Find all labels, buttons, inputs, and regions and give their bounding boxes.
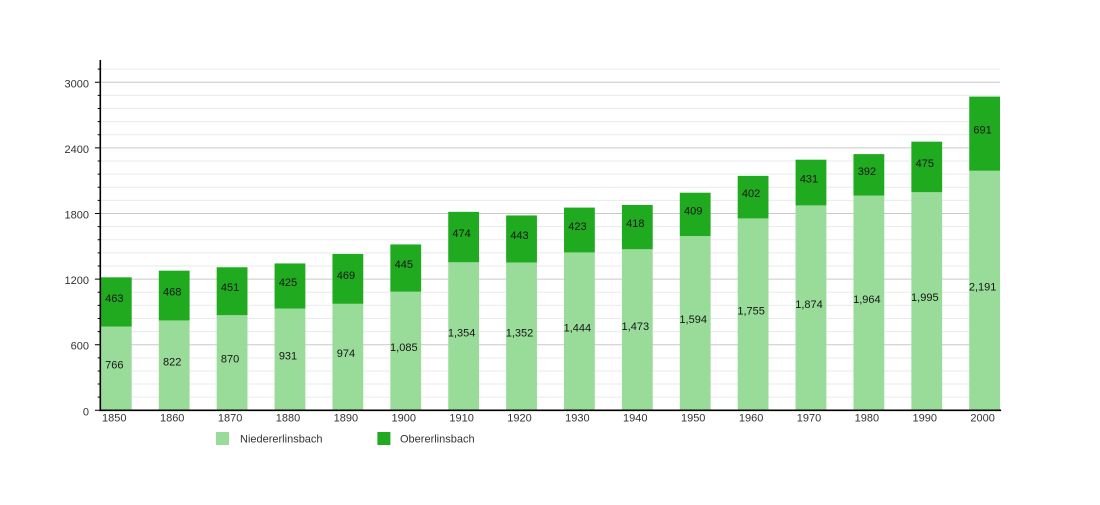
svg-text:431: 431 — [800, 174, 818, 186]
svg-text:1,755: 1,755 — [737, 305, 765, 317]
svg-text:1900: 1900 — [392, 413, 416, 425]
svg-text:600: 600 — [71, 341, 89, 353]
svg-text:1,473: 1,473 — [622, 321, 650, 333]
svg-text:1860: 1860 — [160, 413, 184, 425]
svg-text:3000: 3000 — [65, 78, 89, 90]
svg-text:443: 443 — [510, 230, 528, 242]
svg-text:1980: 1980 — [855, 413, 879, 425]
svg-text:1990: 1990 — [913, 413, 937, 425]
svg-text:Obererlinsbach: Obererlinsbach — [400, 434, 475, 446]
svg-text:463: 463 — [105, 293, 123, 305]
svg-text:1,085: 1,085 — [390, 342, 418, 354]
svg-text:974: 974 — [337, 348, 355, 360]
svg-text:1910: 1910 — [449, 413, 473, 425]
svg-text:766: 766 — [105, 359, 123, 371]
svg-text:425: 425 — [279, 277, 297, 289]
svg-text:2400: 2400 — [65, 144, 89, 156]
svg-text:870: 870 — [221, 354, 239, 366]
svg-text:475: 475 — [916, 158, 934, 170]
svg-text:1920: 1920 — [507, 413, 531, 425]
svg-text:1960: 1960 — [739, 413, 763, 425]
svg-text:1870: 1870 — [218, 413, 242, 425]
svg-text:1,874: 1,874 — [795, 299, 823, 311]
svg-text:451: 451 — [221, 282, 239, 294]
svg-text:1850: 1850 — [102, 413, 126, 425]
svg-text:474: 474 — [452, 228, 470, 240]
svg-text:409: 409 — [684, 205, 702, 217]
svg-text:822: 822 — [163, 356, 181, 368]
svg-text:392: 392 — [858, 166, 876, 178]
svg-text:445: 445 — [395, 259, 413, 271]
svg-text:402: 402 — [742, 188, 760, 200]
svg-text:1950: 1950 — [681, 413, 705, 425]
svg-text:469: 469 — [337, 270, 355, 282]
svg-text:1940: 1940 — [623, 413, 647, 425]
svg-text:1,995: 1,995 — [911, 292, 939, 304]
svg-text:0: 0 — [83, 406, 89, 418]
svg-text:2000: 2000 — [970, 413, 994, 425]
svg-text:691: 691 — [973, 125, 991, 137]
svg-text:931: 931 — [279, 350, 297, 362]
svg-text:418: 418 — [626, 218, 644, 230]
svg-text:468: 468 — [163, 287, 181, 299]
svg-text:1880: 1880 — [276, 413, 300, 425]
svg-text:423: 423 — [568, 221, 586, 233]
svg-text:1,444: 1,444 — [564, 322, 592, 334]
svg-text:1800: 1800 — [65, 210, 89, 222]
svg-text:2,191: 2,191 — [969, 282, 997, 294]
svg-text:1970: 1970 — [797, 413, 821, 425]
svg-text:1,594: 1,594 — [679, 314, 707, 326]
svg-text:1200: 1200 — [65, 275, 89, 287]
svg-text:1,354: 1,354 — [448, 327, 476, 339]
svg-text:Niedererlinsbach: Niedererlinsbach — [240, 434, 323, 446]
svg-text:1,352: 1,352 — [506, 327, 534, 339]
svg-text:1,964: 1,964 — [853, 294, 881, 306]
svg-text:1890: 1890 — [334, 413, 358, 425]
svg-text:1930: 1930 — [565, 413, 589, 425]
